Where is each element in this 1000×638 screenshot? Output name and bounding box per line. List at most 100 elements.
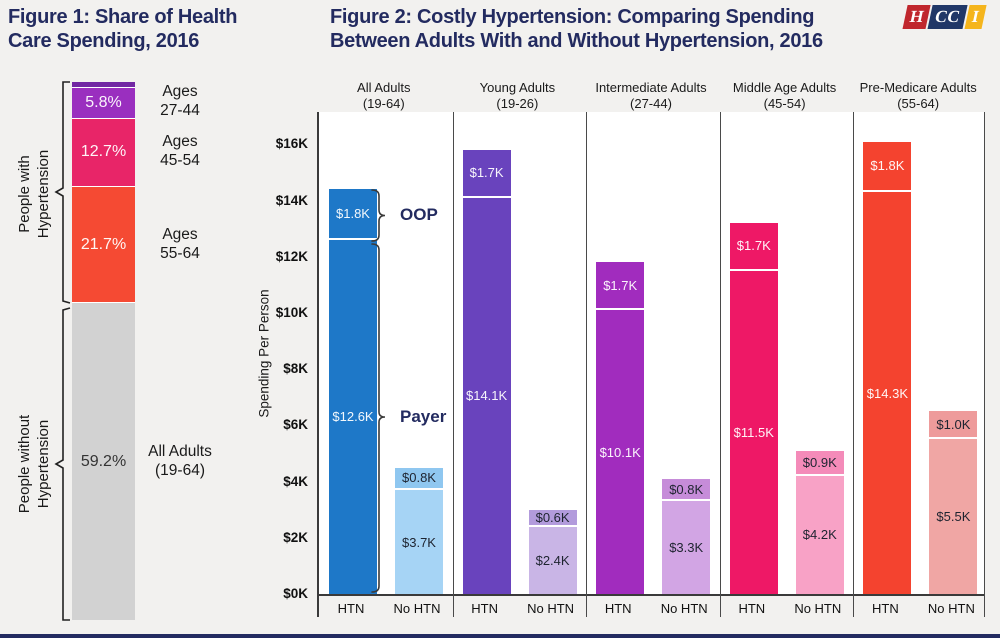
group0-htn-bar-payer-segment: $12.6K bbox=[329, 239, 377, 594]
group1-htn-bar-payer-segment: $14.1K bbox=[462, 197, 511, 594]
payer-annotation: Payer bbox=[400, 407, 447, 426]
figure1-side-label-line: Ages bbox=[162, 83, 198, 101]
y-tick-$14K: $14K bbox=[275, 192, 308, 208]
group0-no-htn-bar: $0.8K $3.7K bbox=[395, 467, 443, 594]
group0-no-htn-bar-oop-segment: $0.8K bbox=[395, 467, 443, 491]
group1-htn-bar: $1.7K $14.1K bbox=[462, 150, 511, 594]
x-label-group4-no-htn: No HTN bbox=[927, 601, 975, 616]
group0-no-htn-bar-payer-segment: $3.7K bbox=[395, 490, 443, 594]
group-header-line: (45-54) bbox=[763, 95, 806, 111]
figure1-side-label-line: Ages bbox=[162, 133, 198, 151]
group-header-1: Young Adults (19-26) bbox=[451, 80, 585, 111]
group4-no-htn-bar-payer-segment: $5.5K bbox=[929, 439, 978, 594]
figure2-title-line2: Between Adults With and Without Hyperten… bbox=[330, 29, 823, 52]
group1-no-htn-bar-oop-segment: $0.6K bbox=[528, 510, 577, 527]
figure1-side-label-1: Ages 27-44 bbox=[137, 83, 223, 121]
group2-no-htn-bar: $0.8K $3.3K bbox=[662, 478, 711, 594]
group3-no-htn-bar-oop-segment: $0.9K bbox=[795, 450, 844, 476]
group0-htn-bar-oop-segment: $1.8K bbox=[329, 189, 377, 240]
group-header-line: Pre-Medicare Adults bbox=[859, 80, 977, 95]
group2-htn-bar-oop-segment: $1.7K bbox=[596, 262, 645, 311]
figure1-brackets bbox=[54, 81, 71, 621]
figure1-side-label-line: 55-64 bbox=[160, 244, 200, 262]
group2-no-htn-bar-oop-segment: $0.8K bbox=[662, 478, 711, 502]
without-htn-bracket bbox=[54, 307, 71, 621]
y-axis-title: Spending Per Person bbox=[256, 289, 272, 418]
y-tick-$12K: $12K bbox=[275, 248, 308, 264]
figure1-side-label-line: Ages bbox=[162, 225, 198, 243]
group3-htn-bar: $1.7K $11.5K bbox=[729, 223, 778, 594]
figure1-side-label-2: Ages 45-54 bbox=[137, 133, 223, 171]
group2-htn-bar: $1.7K $10.1K bbox=[596, 262, 645, 594]
group-header-line: (19-26) bbox=[496, 95, 539, 111]
y-tick-$16K: $16K bbox=[275, 136, 308, 152]
y-tick-$10K: $10K bbox=[275, 305, 308, 320]
group3-no-htn-bar: $0.9K $4.2K bbox=[795, 450, 844, 594]
x-label-group2-no-htn: No HTN bbox=[660, 601, 708, 616]
with-htn-bracket bbox=[54, 81, 71, 304]
group-header-2: Intermediate Adults (27-44) bbox=[584, 80, 718, 111]
group1-no-htn-bar-payer-segment: $2.4K bbox=[528, 526, 577, 594]
figure1-segment-59.2%: 59.2% bbox=[72, 302, 135, 620]
x-label-group2-htn: HTN bbox=[604, 601, 632, 616]
group4-htn-bar-payer-segment: $14.3K bbox=[863, 192, 912, 594]
y-tick-$6K: $6K bbox=[283, 417, 308, 433]
group3-htn-bar-oop-segment: $1.7K bbox=[729, 223, 778, 271]
group4-htn-bar-oop-segment: $1.8K bbox=[863, 141, 912, 193]
group-header-line: All Adults bbox=[357, 80, 411, 95]
group4-no-htn-bar-oop-segment: $1.0K bbox=[929, 411, 978, 440]
y-tick-$8K: $8K bbox=[283, 361, 308, 377]
group1-htn-bar-oop-segment: $1.7K bbox=[462, 150, 511, 198]
group4-no-htn-bar: $1.0K $5.5K bbox=[929, 411, 978, 594]
group-divider-3 bbox=[719, 112, 721, 617]
with-hypertension-label: People with Hypertension bbox=[16, 149, 52, 239]
payer-bracket bbox=[371, 243, 386, 593]
figure1-title-line2: Care Spending, 2016 bbox=[8, 29, 200, 52]
figure2-group-headers: All Adults (19-64) Young Adults (19-26) Inte… bbox=[317, 80, 985, 111]
figure2-title-line1: Figure 2: Costly Hypertension: Comparing… bbox=[330, 6, 815, 28]
group-header-line: Young Adults bbox=[479, 80, 556, 95]
figure1-side-label-line: 45-54 bbox=[160, 152, 200, 170]
group-header-line: Middle Age Adults bbox=[732, 80, 837, 95]
group4-htn-bar: $1.8K $14.3K bbox=[863, 141, 912, 594]
figure1-side-label-line: 27-44 bbox=[160, 102, 200, 120]
figure1-stacked-bar: 5.8% 12.7% 21.7% 59.2% bbox=[72, 82, 135, 620]
group-header-3: Middle Age Adults (45-54) bbox=[718, 80, 852, 111]
y-axis-extension bbox=[317, 596, 319, 617]
group-header-line: Intermediate Adults bbox=[595, 80, 707, 95]
figure2-title: Figure 2: Costly Hypertension: Comparing… bbox=[330, 6, 910, 53]
group-header-4: Pre-Medicare Adults (55-64) bbox=[851, 80, 985, 111]
x-label-group1-no-htn: No HTN bbox=[527, 601, 575, 616]
y-tick-$0K: $0K bbox=[283, 586, 308, 601]
figure1-title-line1: Figure 1: Share of Health bbox=[8, 6, 238, 28]
figure1-segment-12.7%: 12.7% bbox=[72, 117, 135, 187]
x-label-group1-htn: HTN bbox=[471, 601, 498, 616]
without-hypertension-label: People without Hypertension bbox=[16, 414, 52, 514]
x-label-group0-htn: HTN bbox=[337, 601, 365, 616]
y-tick-$4K: $4K bbox=[283, 473, 308, 489]
hcci-logo-letterbox-2: I bbox=[964, 5, 987, 30]
x-label-group4-htn: HTN bbox=[872, 601, 899, 616]
figure1-segment-21.7%: 21.7% bbox=[72, 186, 135, 303]
group0-htn-bar: $1.8K $12.6K bbox=[329, 189, 377, 594]
group3-htn-bar-payer-segment: $11.5K bbox=[729, 270, 778, 594]
hcci-logo-letterbox-0: H bbox=[902, 5, 931, 30]
group3-no-htn-bar-payer-segment: $4.2K bbox=[795, 475, 844, 594]
group2-htn-bar-payer-segment: $10.1K bbox=[596, 310, 645, 594]
figure1-segment-5.8%: 5.8% bbox=[72, 86, 135, 118]
group-header-line: (19-64) bbox=[362, 95, 405, 111]
group-divider-2 bbox=[586, 112, 588, 617]
figure1-side-label-3: Ages 55-64 bbox=[137, 226, 223, 264]
figure1-side-label-line: All Adults bbox=[148, 443, 212, 461]
x-label-group3-no-htn: No HTN bbox=[794, 601, 842, 616]
oop-payer-brackets bbox=[371, 189, 386, 593]
group-divider-1 bbox=[452, 112, 454, 617]
group-header-line: (55-64) bbox=[897, 95, 940, 111]
group-header-line: (27-44) bbox=[630, 95, 672, 111]
hcci-logo: H CC I bbox=[902, 5, 987, 30]
oop-bracket bbox=[371, 189, 386, 242]
x-label-group3-htn: HTN bbox=[738, 601, 766, 616]
figure1-title: Figure 1: Share of Health Care Spending,… bbox=[8, 6, 308, 53]
hcci-logo-letterbox-1: CC bbox=[927, 5, 968, 30]
figure1-side-label-line: (19-64) bbox=[155, 462, 205, 480]
